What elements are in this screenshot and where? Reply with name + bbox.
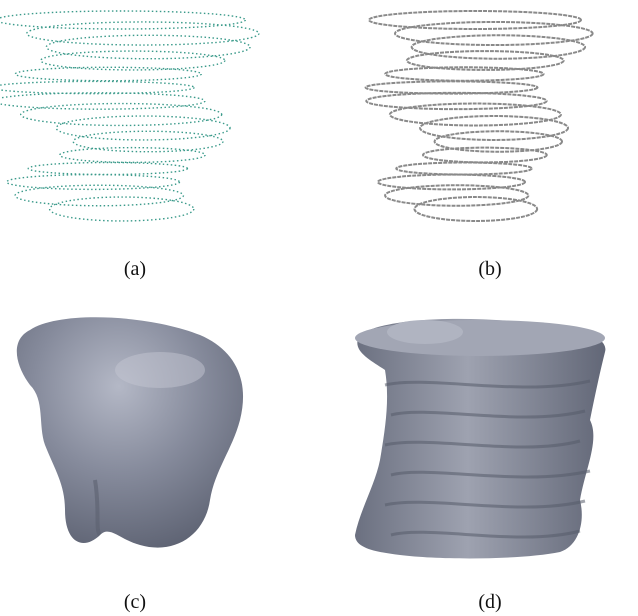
contour (412, 35, 585, 58)
panel-caption: (c) (124, 591, 146, 613)
contour (366, 93, 546, 109)
contour (423, 148, 547, 163)
contour (0, 81, 194, 93)
contour (390, 104, 561, 126)
contour (21, 104, 222, 126)
contour (369, 11, 581, 29)
contour (396, 162, 532, 174)
panel-caption: (d) (478, 591, 501, 613)
contour (46, 35, 250, 58)
star-contours (366, 11, 593, 221)
panel-caption: (b) (478, 258, 501, 280)
figure: (a) (b) (c) (d) (0, 0, 638, 616)
contour (366, 81, 538, 93)
contour (28, 162, 187, 174)
figure-canvas: (a) (b) (c) (d) (0, 0, 638, 616)
layered-surface (355, 319, 605, 559)
contour (385, 185, 528, 206)
contour (7, 175, 180, 190)
contour (41, 51, 225, 70)
dotted-contours (0, 11, 259, 221)
contour (15, 185, 183, 206)
contour (0, 11, 245, 29)
contour (414, 197, 537, 221)
contour (27, 22, 259, 45)
contour (0, 93, 205, 109)
contour (60, 148, 205, 163)
panel-caption: (a) (124, 258, 146, 280)
smooth-surface (17, 317, 243, 547)
